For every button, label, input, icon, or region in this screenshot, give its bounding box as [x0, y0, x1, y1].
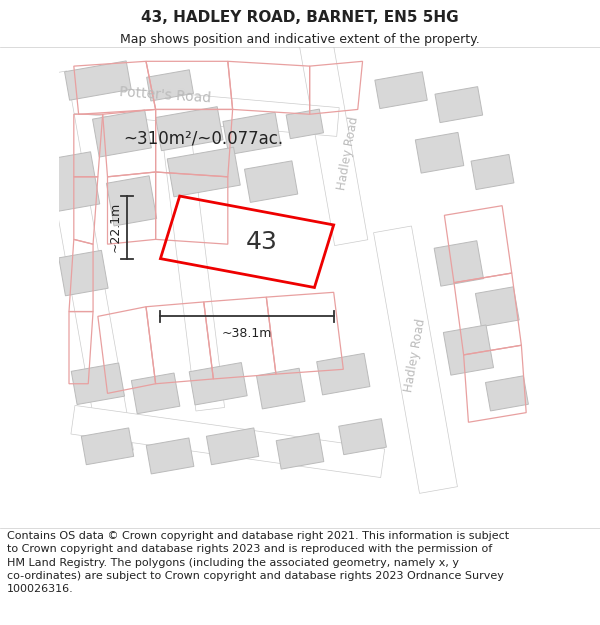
- Polygon shape: [223, 112, 281, 154]
- Text: ~310m²/~0.077ac.: ~310m²/~0.077ac.: [124, 129, 284, 148]
- Text: ~22.1m: ~22.1m: [108, 202, 121, 252]
- Polygon shape: [339, 419, 386, 454]
- Polygon shape: [206, 428, 259, 465]
- Polygon shape: [71, 363, 124, 404]
- Text: 43: 43: [245, 230, 277, 254]
- Polygon shape: [65, 61, 131, 100]
- Polygon shape: [167, 148, 240, 197]
- Polygon shape: [71, 406, 385, 478]
- Polygon shape: [245, 161, 298, 202]
- Text: 43, HADLEY ROAD, BARNET, EN5 5HG: 43, HADLEY ROAD, BARNET, EN5 5HG: [141, 10, 459, 25]
- Polygon shape: [276, 433, 324, 469]
- Polygon shape: [443, 325, 494, 375]
- Polygon shape: [374, 226, 457, 493]
- Polygon shape: [59, 251, 108, 296]
- Polygon shape: [286, 109, 323, 139]
- Polygon shape: [475, 287, 519, 327]
- Polygon shape: [131, 373, 180, 414]
- Text: ~38.1m: ~38.1m: [222, 327, 272, 340]
- Polygon shape: [49, 82, 339, 136]
- Polygon shape: [164, 145, 224, 411]
- Polygon shape: [155, 107, 223, 151]
- Polygon shape: [485, 376, 529, 411]
- Polygon shape: [299, 41, 368, 246]
- Text: Map shows position and indicative extent of the property.: Map shows position and indicative extent…: [120, 32, 480, 46]
- Polygon shape: [415, 132, 464, 173]
- Text: Hadley Road: Hadley Road: [335, 115, 361, 191]
- Polygon shape: [48, 152, 100, 211]
- Polygon shape: [317, 353, 370, 395]
- Polygon shape: [146, 70, 193, 101]
- Polygon shape: [92, 110, 151, 157]
- Polygon shape: [189, 362, 247, 405]
- Polygon shape: [256, 368, 305, 409]
- Text: Hadley Road: Hadley Road: [403, 317, 428, 392]
- Polygon shape: [146, 438, 194, 474]
- Polygon shape: [471, 154, 514, 189]
- Polygon shape: [435, 87, 482, 123]
- Polygon shape: [434, 241, 484, 286]
- Polygon shape: [375, 72, 427, 109]
- Polygon shape: [34, 71, 133, 456]
- Polygon shape: [106, 176, 157, 226]
- Text: Contains OS data © Crown copyright and database right 2021. This information is : Contains OS data © Crown copyright and d…: [7, 531, 509, 594]
- Polygon shape: [81, 428, 134, 465]
- Text: Potter's Road: Potter's Road: [119, 85, 212, 105]
